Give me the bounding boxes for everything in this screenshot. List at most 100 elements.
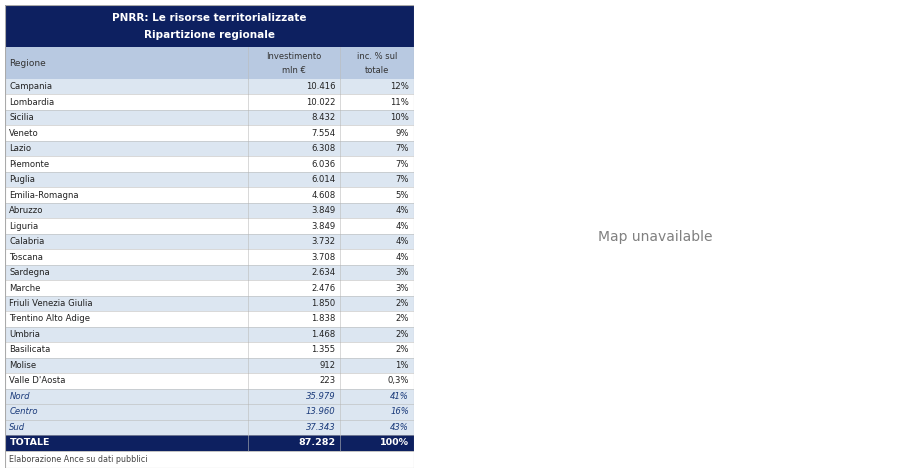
Text: 1.468: 1.468 [311, 330, 336, 339]
FancyBboxPatch shape [4, 157, 414, 172]
Text: 8.432: 8.432 [311, 113, 336, 122]
Text: Centro: Centro [9, 407, 38, 416]
Text: Piemonte: Piemonte [9, 159, 50, 168]
Text: 4%: 4% [396, 253, 410, 262]
Text: Elaborazione Ance su dati pubblici: Elaborazione Ance su dati pubblici [9, 455, 148, 464]
Text: 2.634: 2.634 [311, 268, 336, 277]
Text: 3.732: 3.732 [311, 237, 336, 246]
Text: 3.849: 3.849 [311, 221, 336, 230]
Text: 37.343: 37.343 [306, 423, 336, 432]
Text: 4%: 4% [396, 221, 410, 230]
Text: Marche: Marche [9, 283, 40, 292]
Text: 9%: 9% [396, 129, 410, 138]
Text: 1.838: 1.838 [311, 315, 336, 324]
FancyBboxPatch shape [4, 249, 414, 265]
Text: Abruzzo: Abruzzo [9, 206, 44, 215]
Text: Investimento: Investimento [266, 53, 322, 61]
Text: 1.850: 1.850 [311, 299, 336, 308]
FancyBboxPatch shape [4, 125, 414, 141]
Text: 2%: 2% [396, 299, 410, 308]
Text: Valle D'Aosta: Valle D'Aosta [9, 377, 66, 385]
Text: Sardegna: Sardegna [9, 268, 50, 277]
FancyBboxPatch shape [4, 47, 414, 79]
Text: Liguria: Liguria [9, 221, 39, 230]
Text: Sud: Sud [9, 423, 25, 432]
FancyBboxPatch shape [4, 451, 414, 468]
Text: 7%: 7% [396, 175, 410, 184]
Text: 2%: 2% [396, 315, 410, 324]
Text: Umbria: Umbria [9, 330, 40, 339]
Text: 912: 912 [320, 361, 336, 370]
Text: 87.282: 87.282 [298, 438, 336, 447]
Text: Regione: Regione [9, 59, 46, 68]
FancyBboxPatch shape [4, 219, 414, 234]
Text: 10.022: 10.022 [306, 97, 336, 106]
Text: 3.708: 3.708 [311, 253, 336, 262]
Text: 3.849: 3.849 [311, 206, 336, 215]
FancyBboxPatch shape [4, 389, 414, 404]
Text: 16%: 16% [391, 407, 410, 416]
Text: 35.979: 35.979 [306, 392, 336, 401]
Text: 6.014: 6.014 [311, 175, 336, 184]
Text: 7.554: 7.554 [311, 129, 336, 138]
Text: 4.608: 4.608 [311, 191, 336, 200]
Text: Trentino Alto Adige: Trentino Alto Adige [9, 315, 90, 324]
Text: Nord: Nord [9, 392, 30, 401]
Text: Lazio: Lazio [9, 144, 32, 153]
Text: 7%: 7% [396, 144, 410, 153]
FancyBboxPatch shape [4, 265, 414, 280]
FancyBboxPatch shape [4, 280, 414, 296]
FancyBboxPatch shape [4, 311, 414, 327]
FancyBboxPatch shape [4, 79, 414, 95]
Text: 6.308: 6.308 [311, 144, 336, 153]
FancyBboxPatch shape [4, 404, 414, 420]
Text: Campania: Campania [9, 82, 52, 91]
Text: Sicilia: Sicilia [9, 113, 34, 122]
Text: 223: 223 [320, 377, 336, 385]
Text: mln €: mln € [283, 66, 306, 75]
Text: 3%: 3% [396, 283, 410, 292]
Text: Toscana: Toscana [9, 253, 43, 262]
FancyBboxPatch shape [4, 373, 414, 389]
FancyBboxPatch shape [4, 95, 414, 110]
Text: 4%: 4% [396, 237, 410, 246]
FancyBboxPatch shape [4, 5, 414, 47]
Text: 1%: 1% [396, 361, 410, 370]
FancyBboxPatch shape [4, 110, 414, 125]
Text: Molise: Molise [9, 361, 37, 370]
Text: 10%: 10% [391, 113, 410, 122]
FancyBboxPatch shape [4, 327, 414, 342]
FancyBboxPatch shape [4, 358, 414, 373]
Text: 5%: 5% [396, 191, 410, 200]
FancyBboxPatch shape [4, 342, 414, 358]
Text: totale: totale [365, 66, 390, 75]
Text: 4%: 4% [396, 206, 410, 215]
Text: 0,3%: 0,3% [388, 377, 410, 385]
Text: 11%: 11% [391, 97, 410, 106]
FancyBboxPatch shape [4, 203, 414, 219]
Text: 10.416: 10.416 [306, 82, 336, 91]
Text: 2%: 2% [396, 345, 410, 354]
Text: Friuli Venezia Giulia: Friuli Venezia Giulia [9, 299, 93, 308]
Text: Calabria: Calabria [9, 237, 45, 246]
FancyBboxPatch shape [4, 435, 414, 451]
Text: 1.355: 1.355 [311, 345, 336, 354]
Text: 43%: 43% [391, 423, 410, 432]
Text: 6.036: 6.036 [311, 159, 336, 168]
Text: Emilia-Romagna: Emilia-Romagna [9, 191, 79, 200]
Text: Map unavailable: Map unavailable [598, 229, 712, 244]
FancyBboxPatch shape [4, 187, 414, 203]
Text: 12%: 12% [391, 82, 410, 91]
FancyBboxPatch shape [4, 141, 414, 157]
Text: 13.960: 13.960 [306, 407, 336, 416]
Text: 2.476: 2.476 [311, 283, 336, 292]
Text: 2%: 2% [396, 330, 410, 339]
Text: inc. % sul: inc. % sul [357, 53, 397, 61]
Text: 100%: 100% [380, 438, 410, 447]
Text: TOTALE: TOTALE [9, 438, 50, 447]
Text: Basilicata: Basilicata [9, 345, 50, 354]
FancyBboxPatch shape [4, 234, 414, 249]
Text: Ripartizione regionale: Ripartizione regionale [144, 30, 274, 40]
FancyBboxPatch shape [4, 296, 414, 311]
FancyBboxPatch shape [4, 420, 414, 435]
